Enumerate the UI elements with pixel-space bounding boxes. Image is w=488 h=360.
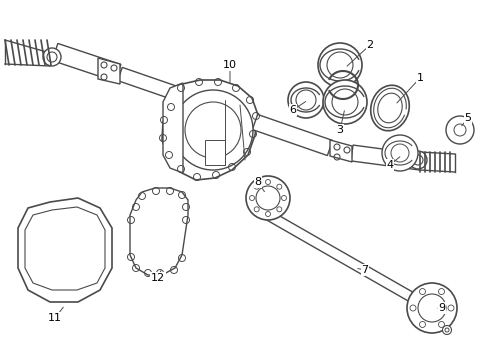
Polygon shape [130,188,187,275]
Text: 3: 3 [336,125,343,135]
Circle shape [43,48,61,66]
Polygon shape [98,58,120,84]
Polygon shape [184,100,235,148]
Polygon shape [118,67,180,100]
Polygon shape [18,198,112,302]
Polygon shape [25,207,105,290]
Text: 4: 4 [386,160,393,170]
Text: 8: 8 [254,177,261,187]
Text: 11: 11 [48,313,62,323]
Text: 10: 10 [223,60,237,70]
Circle shape [406,283,456,333]
Polygon shape [350,145,420,170]
Circle shape [445,116,473,144]
Text: 6: 6 [289,105,296,115]
Circle shape [381,135,417,171]
Circle shape [287,82,324,118]
Polygon shape [265,211,422,306]
Polygon shape [204,140,224,165]
Polygon shape [52,44,121,81]
Text: 12: 12 [151,273,165,283]
Polygon shape [329,140,351,162]
Text: 9: 9 [438,303,445,313]
Circle shape [245,176,289,220]
Circle shape [408,151,426,169]
Text: 7: 7 [361,265,368,275]
Circle shape [173,90,252,170]
Polygon shape [162,80,258,180]
Text: 2: 2 [366,40,373,50]
Polygon shape [252,114,332,156]
Text: 5: 5 [464,113,470,123]
Text: 1: 1 [416,73,423,83]
Circle shape [323,80,366,124]
Circle shape [317,43,361,87]
Circle shape [442,325,450,334]
Ellipse shape [370,85,408,131]
Polygon shape [163,83,183,173]
